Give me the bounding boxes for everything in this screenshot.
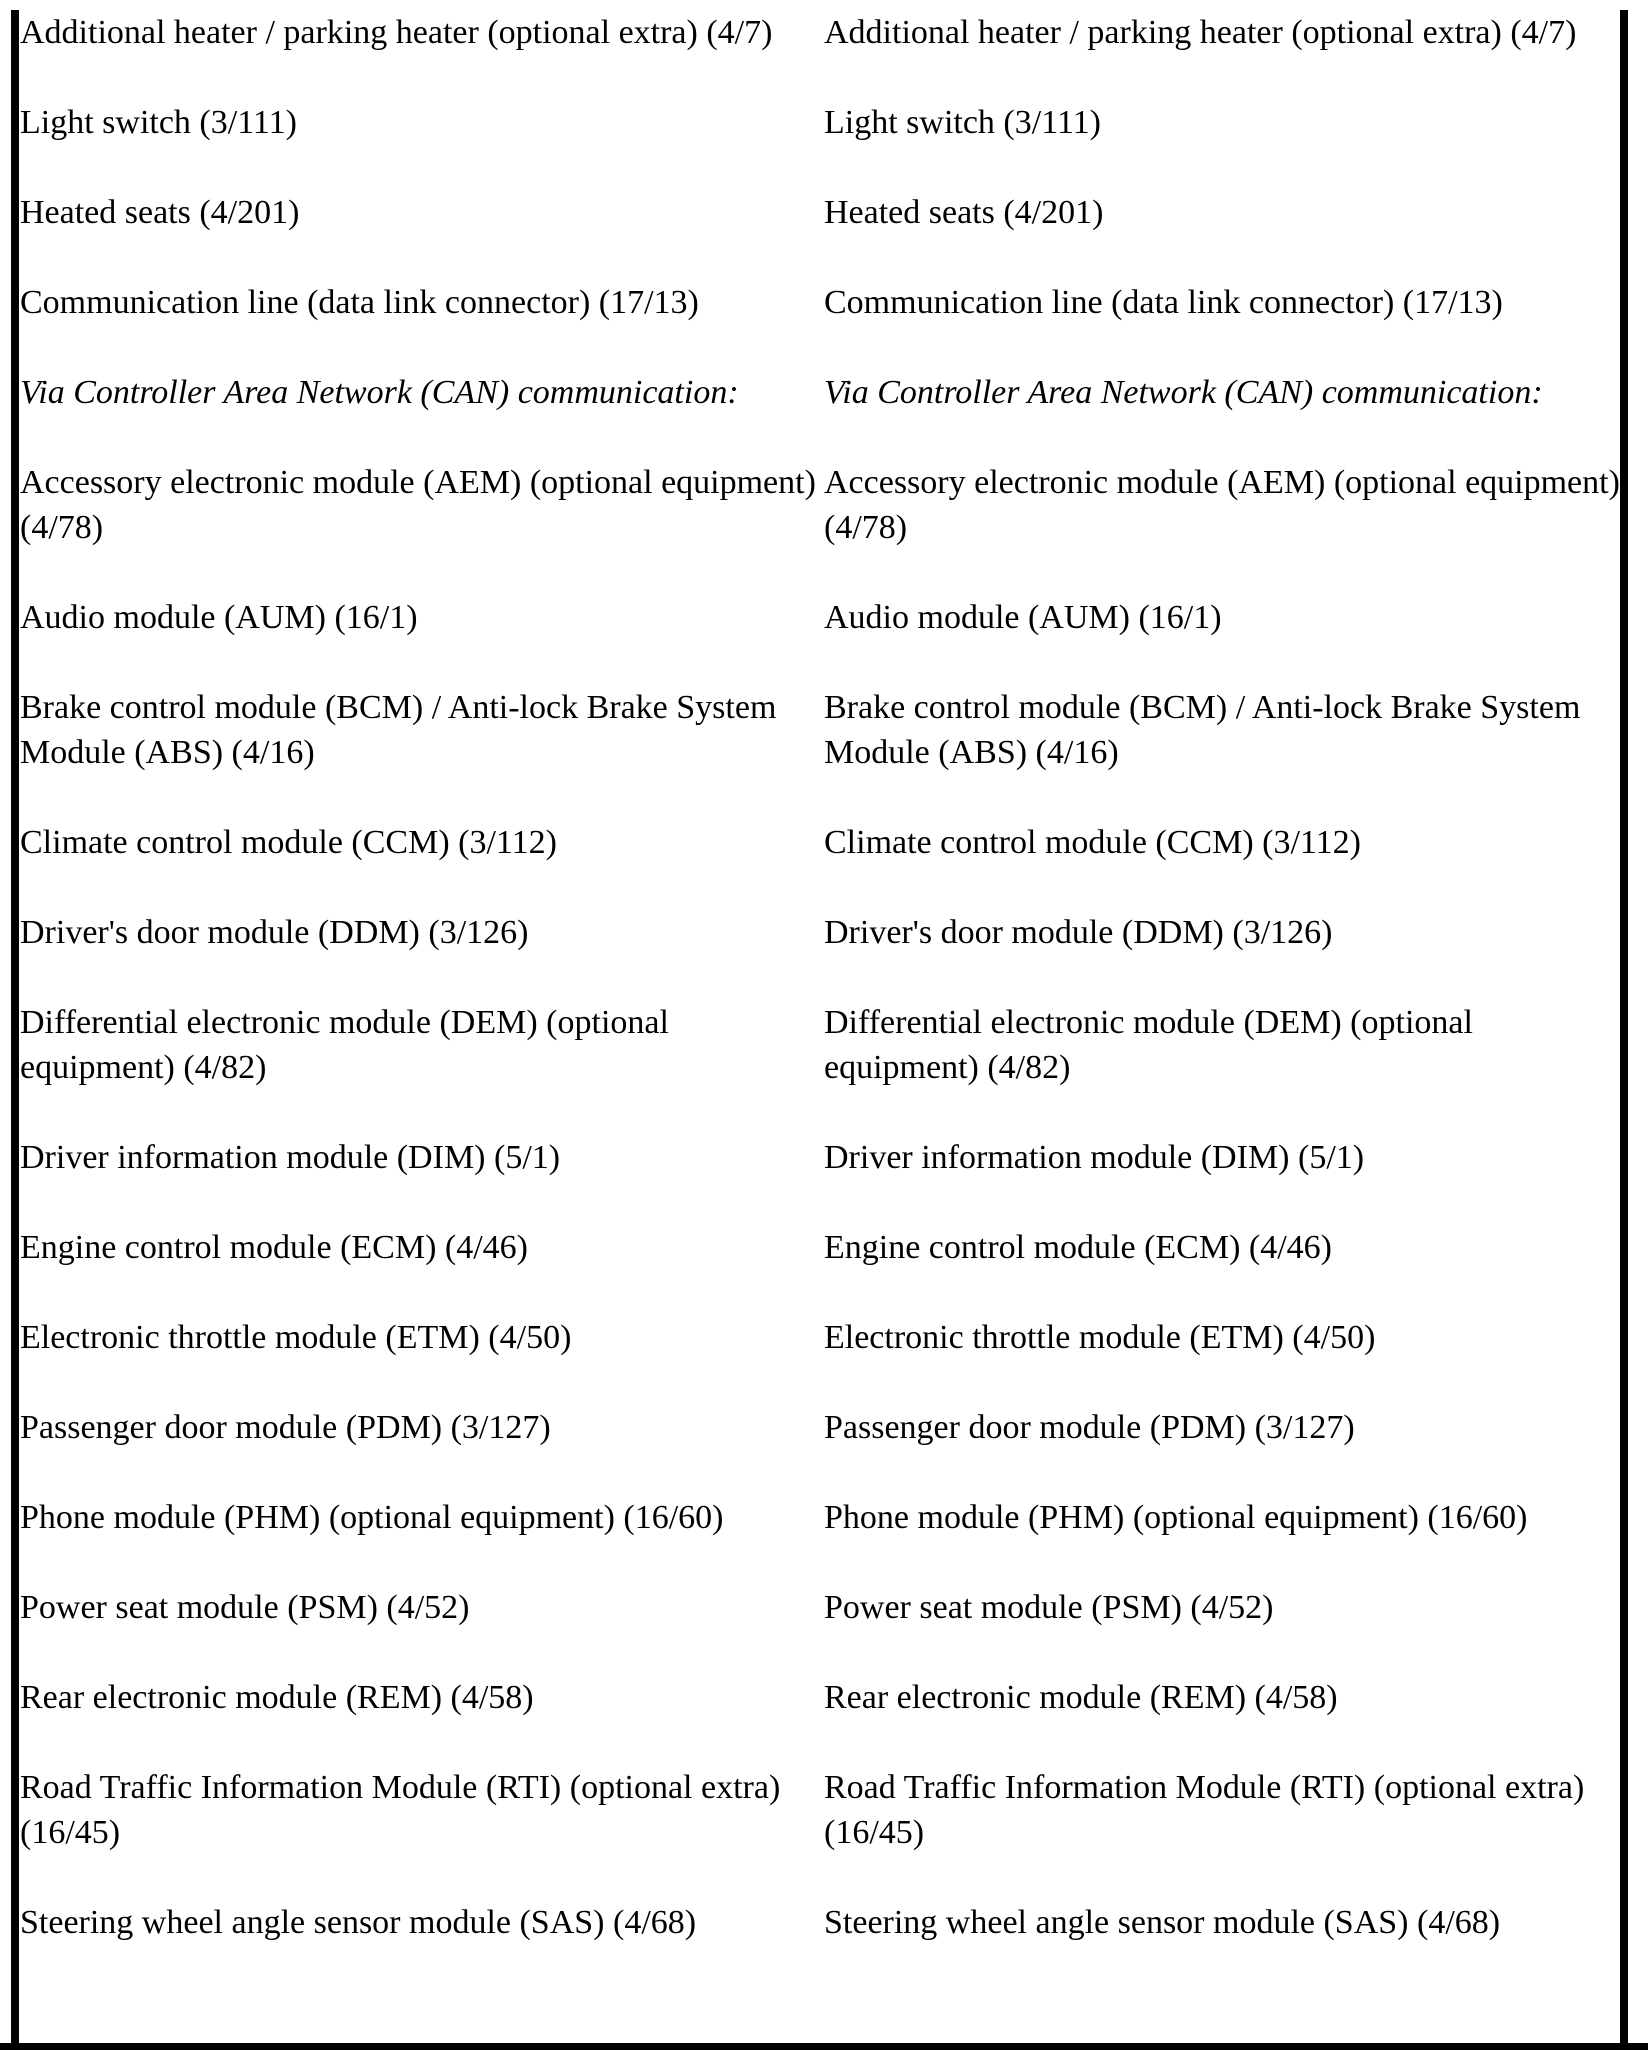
module-list-item: Audio module (AUM) (16/1) — [824, 599, 1222, 636]
module-list-item: Rear electronic module (REM) (4/58) — [824, 1679, 1338, 1716]
module-list-item: Engine control module (ECM) (4/46) — [824, 1229, 1333, 1266]
module-list-item: Climate control module (CCM) (3/112) — [824, 824, 1361, 861]
module-list-item: Differential electronic module (DEM) (op… — [824, 1004, 1473, 1086]
module-list-column-left: Additional heater / parking heater (opti… — [20, 10, 820, 1990]
module-list-item: Driver information module (DIM) (5/1) — [824, 1139, 1365, 1176]
module-list-item: Light switch (3/111) — [824, 104, 1101, 141]
module-list-item: Brake control module (BCM) / Anti-lock B… — [824, 689, 1581, 771]
module-list-item: Power seat module (PSM) (4/52) — [824, 1589, 1274, 1626]
module-list-item: Passenger door module (PDM) (3/127) — [824, 1409, 1355, 1446]
module-list-item: Steering wheel angle sensor module (SAS)… — [20, 1904, 697, 1941]
module-list-item: Steering wheel angle sensor module (SAS)… — [824, 1904, 1501, 1941]
module-list-item: Additional heater / parking heater (opti… — [824, 14, 1577, 51]
module-list-item: Heated seats (4/201) — [824, 194, 1104, 231]
module-list-item: Engine control module (ECM) (4/46) — [20, 1229, 529, 1266]
module-list-item: Audio module (AUM) (16/1) — [20, 599, 418, 636]
can-communication-note: Via Controller Area Network (CAN) commun… — [824, 374, 1543, 411]
module-list-item: Electronic throttle module (ETM) (4/50) — [824, 1319, 1376, 1356]
module-list-item: Power seat module (PSM) (4/52) — [20, 1589, 470, 1626]
module-list-item: Accessory electronic module (AEM) (optio… — [20, 464, 816, 546]
module-list-item: Road Traffic Information Module (RTI) (o… — [20, 1769, 781, 1851]
table-bottom-border — [0, 2043, 1648, 2050]
module-list-item: Communication line (data link connector)… — [20, 284, 699, 321]
module-list-item: Phone module (PHM) (optional equipment) … — [824, 1499, 1528, 1536]
module-list-item: Road Traffic Information Module (RTI) (o… — [824, 1769, 1585, 1851]
module-list-item: Driver information module (DIM) (5/1) — [20, 1139, 561, 1176]
module-list-item: Driver's door module (DDM) (3/126) — [824, 914, 1333, 951]
module-list-item: Heated seats (4/201) — [20, 194, 300, 231]
module-list-item: Communication line (data link connector)… — [824, 284, 1503, 321]
module-list-column-right: Additional heater / parking heater (opti… — [824, 10, 1624, 1990]
module-list-item: Climate control module (CCM) (3/112) — [20, 824, 557, 861]
module-list-item: Electronic throttle module (ETM) (4/50) — [20, 1319, 572, 1356]
table-right-border — [1620, 10, 1628, 2050]
module-list-item: Additional heater / parking heater (opti… — [20, 14, 773, 51]
module-list-item: Accessory electronic module (AEM) (optio… — [824, 464, 1620, 546]
can-communication-note: Via Controller Area Network (CAN) commun… — [20, 374, 739, 411]
module-list-item: Light switch (3/111) — [20, 104, 297, 141]
module-list-item: Driver's door module (DDM) (3/126) — [20, 914, 529, 951]
module-list-item: Brake control module (BCM) / Anti-lock B… — [20, 689, 777, 771]
module-list-item: Passenger door module (PDM) (3/127) — [20, 1409, 551, 1446]
module-list-item: Differential electronic module (DEM) (op… — [20, 1004, 669, 1086]
table-left-border — [11, 10, 19, 2050]
module-list-item: Rear electronic module (REM) (4/58) — [20, 1679, 534, 1716]
module-list-item: Phone module (PHM) (optional equipment) … — [20, 1499, 724, 1536]
